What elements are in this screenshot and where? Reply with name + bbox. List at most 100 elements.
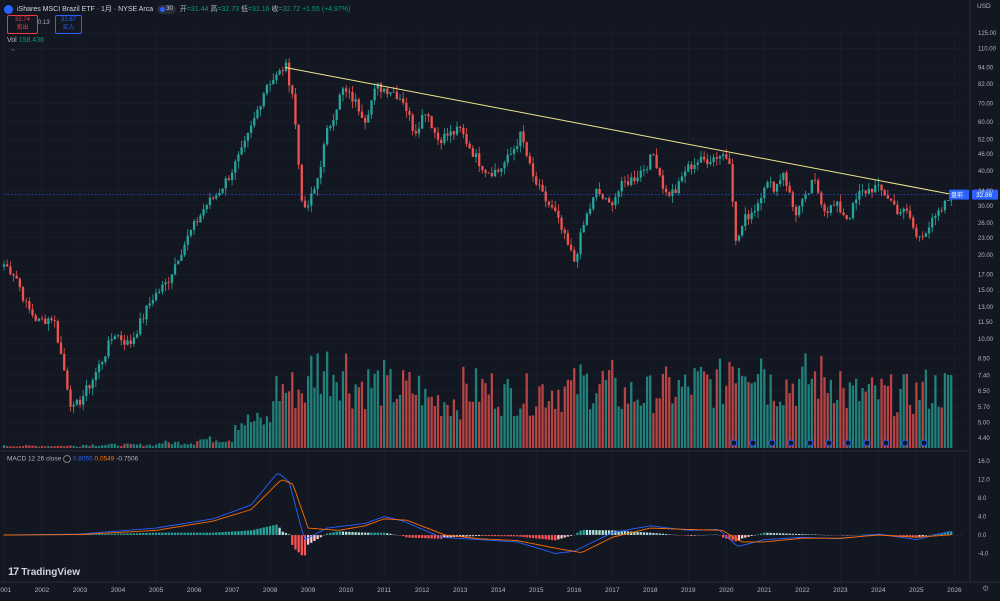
price-tick-label: 23.00	[978, 236, 994, 242]
volume-bar	[598, 384, 600, 448]
candle-body	[320, 167, 322, 178]
candle-body	[123, 340, 125, 344]
candle-body	[687, 164, 689, 171]
volume-bar	[583, 376, 585, 448]
visibility-icon[interactable]	[63, 455, 71, 463]
volume-bar	[19, 446, 21, 448]
candle-body	[789, 186, 791, 193]
alerts-pill[interactable]: 30	[157, 5, 176, 14]
volume-bar	[456, 410, 458, 448]
candle-body	[199, 215, 201, 222]
candle-body	[63, 354, 65, 371]
volume-bar	[700, 367, 702, 448]
currency-label[interactable]: USD	[977, 3, 991, 10]
volume-bar	[722, 404, 724, 448]
candle-body	[852, 203, 854, 218]
macd-histogram-bar	[545, 535, 547, 539]
candle-body	[456, 127, 458, 135]
volume-bar	[212, 442, 214, 448]
candle-body	[766, 182, 768, 188]
candle-body	[532, 163, 534, 176]
volume-bar	[367, 369, 369, 448]
macd-histogram-bar	[231, 532, 233, 535]
candle-body	[608, 198, 610, 202]
candle-body	[503, 163, 505, 169]
volume-bar	[297, 390, 299, 448]
candle-body	[237, 154, 239, 161]
tradingview-logo[interactable]: 17 TradingView	[8, 566, 80, 578]
candle-body	[183, 245, 185, 255]
volume-bar	[291, 372, 293, 448]
volume-bar	[741, 376, 743, 448]
candle-body	[304, 201, 306, 208]
volume-bar	[123, 444, 125, 448]
volume-bar	[655, 398, 657, 448]
volume-bar	[355, 384, 357, 448]
candle-body	[126, 340, 128, 344]
macd-histogram-bar	[541, 535, 543, 539]
macd-histogram-bar	[412, 535, 414, 538]
volume-legend[interactable]: Vol 158.436	[7, 37, 44, 44]
macd-histogram-bar	[291, 535, 293, 545]
macd-legend[interactable]: MACD 12 26 close 0.8055 0.0549 -0.7506	[7, 455, 138, 463]
macd-histogram-bar	[532, 535, 534, 538]
candle-body	[522, 132, 524, 143]
volume-bar	[671, 403, 673, 448]
macd-tick-label: -4.0	[978, 552, 989, 558]
macd-value: 0.8055	[73, 456, 93, 463]
volume-bar	[697, 371, 699, 448]
dividend-marker-icon	[921, 440, 927, 446]
volume-bar	[54, 446, 56, 448]
candle-body	[209, 198, 211, 206]
volume-bar	[240, 423, 242, 448]
candle-body	[646, 169, 648, 170]
candle-body	[560, 218, 562, 230]
candle-body	[361, 111, 363, 118]
volume-bar	[551, 391, 553, 448]
buy-button[interactable]: 32.87 买入	[55, 15, 82, 34]
macd-histogram-bar	[339, 531, 341, 535]
volume-bar	[719, 359, 721, 448]
macd-histogram-bar	[142, 533, 144, 535]
candle-body	[180, 255, 182, 261]
candle-body	[462, 128, 464, 134]
volume-bar	[678, 380, 680, 448]
candle-body	[605, 198, 607, 199]
candle-body	[9, 266, 11, 274]
volume-bar	[28, 445, 30, 448]
candle-body	[443, 134, 445, 144]
volume-bar	[206, 439, 208, 448]
volume-bar	[763, 369, 765, 448]
volume-bar	[633, 402, 635, 448]
candle-body	[408, 111, 410, 115]
volume-bar	[602, 371, 604, 448]
volume-bar	[459, 419, 461, 448]
price-tick-label: 13.00	[978, 305, 994, 311]
sell-button[interactable]: 32.74 卖出	[7, 15, 38, 34]
symbol-title[interactable]: iShares MSCI Brazil ETF · 1月 · NYSE Arca	[17, 4, 153, 14]
candle-body	[355, 99, 357, 101]
time-tick-label: 2011	[377, 587, 391, 594]
candle-body	[763, 188, 765, 198]
candle-body	[526, 142, 528, 156]
volume-bar	[491, 373, 493, 448]
macd-histogram-bar	[320, 535, 322, 537]
volume-bar	[820, 356, 822, 448]
candle-body	[747, 214, 749, 219]
macd-histogram-bar	[424, 535, 426, 538]
volume-bar	[164, 441, 166, 448]
candle-body	[427, 114, 429, 116]
collapse-chevron-icon[interactable]: ⌃	[8, 48, 18, 58]
volume-bar	[421, 405, 423, 448]
candle-body	[849, 218, 851, 219]
volume-bar	[130, 444, 132, 448]
candle-body	[313, 189, 315, 193]
candle-body	[630, 177, 632, 185]
settings-gear-icon[interactable]: ⚙	[982, 584, 989, 593]
macd-histogram-bar	[329, 533, 331, 535]
candle-body	[855, 200, 857, 204]
volume-bar	[171, 444, 173, 448]
volume-bar	[326, 352, 328, 448]
candle-body	[808, 193, 810, 194]
